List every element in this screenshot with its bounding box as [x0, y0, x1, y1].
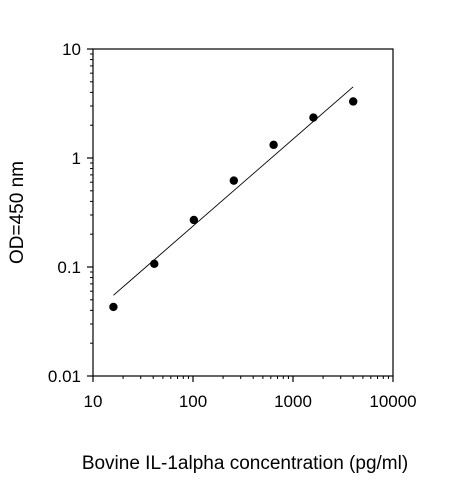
x-tick-label: 10	[84, 392, 103, 411]
y-axis-title: OD=450 nm	[7, 161, 28, 264]
y-tick-label: 10	[62, 40, 81, 59]
data-point	[309, 113, 318, 122]
y-tick-label: 0.1	[57, 258, 81, 277]
y-tick-label: 1	[72, 149, 81, 168]
plot-border	[92, 48, 394, 377]
x-axis-ticks: 10 100 1000 10000	[84, 376, 417, 411]
data-point	[269, 140, 278, 150]
x-tick-label: 100	[179, 392, 207, 411]
x-tick-label: 1000	[274, 392, 312, 411]
data-point	[150, 259, 159, 268]
data-point	[189, 215, 199, 225]
data-point	[229, 176, 239, 185]
data-point	[349, 97, 358, 106]
data-points-layer	[109, 97, 358, 312]
x-axis-title: Bovine IL-1alpha concentration (pg/ml)	[82, 453, 408, 474]
data-point	[109, 302, 118, 312]
y-tick-label: 0.01	[48, 367, 81, 386]
plot-frame	[92, 48, 394, 377]
x-tick-label: 10000	[369, 392, 416, 411]
y-axis-ticks: 0.01 0.1 1 10	[48, 40, 93, 386]
